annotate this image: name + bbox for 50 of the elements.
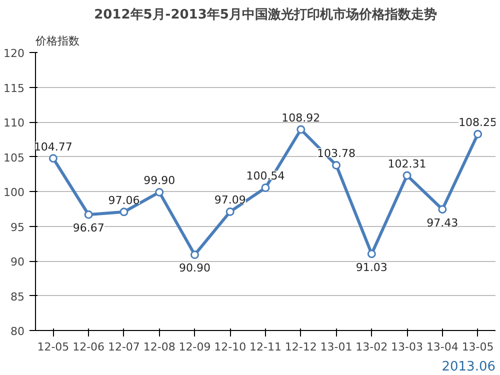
x-tick-label: 12-08 — [143, 340, 176, 354]
x-tick-label: 13-01 — [320, 340, 352, 354]
x-tick-label: 12-11 — [250, 340, 282, 354]
point — [296, 125, 306, 134]
y-tick-label: 105 — [4, 151, 25, 164]
text: 97.09 — [214, 194, 246, 207]
text: 97.06 — [108, 194, 140, 207]
point — [332, 160, 341, 170]
point — [120, 208, 128, 216]
x-tick-label: 12-05 — [37, 340, 70, 354]
y-tick-label: 80 — [10, 325, 25, 338]
y-tick-label: 85 — [10, 290, 25, 304]
y-tick-label: 115 — [4, 82, 25, 95]
point — [367, 250, 376, 258]
y-tick-label: 100 — [4, 186, 25, 199]
point — [261, 184, 270, 192]
point — [190, 250, 199, 259]
y-tick-label: 110 — [4, 116, 25, 130]
x-tick-label: 12-09 — [178, 340, 211, 354]
text: 2013.06 — [442, 360, 496, 374]
x-tick-label: 12-07 — [108, 340, 140, 354]
y-tick-label: 90 — [10, 256, 25, 268]
x-tick-label: 13-04 — [426, 340, 458, 354]
point — [226, 207, 234, 216]
text: 91.03 — [356, 260, 388, 274]
x-tick-label: 13-05 — [462, 340, 494, 354]
text: 97.43 — [426, 216, 458, 230]
point — [474, 130, 482, 138]
text: 103.78 — [317, 147, 356, 160]
point — [155, 188, 164, 196]
point — [48, 154, 58, 163]
text: 99.90 — [144, 174, 176, 188]
chart-title: 2012年5月-2013年5月中国激光打印机市场价格指数走势 — [94, 6, 437, 22]
text: 96.67 — [72, 222, 104, 235]
y-tick-label: 95 — [10, 220, 25, 234]
x-tick-label: 12-10 — [214, 340, 246, 354]
y-tick-label: 120 — [4, 47, 25, 60]
text: 104.77 — [34, 140, 72, 154]
text: 100.54 — [246, 170, 285, 183]
point — [402, 171, 412, 180]
text: 108.92 — [282, 112, 320, 125]
x-tick-label: 13-02 — [356, 340, 388, 354]
text: 102.31 — [388, 157, 426, 170]
x-tick-label: 12-06 — [72, 340, 105, 354]
y-axis-title: 价格指数 — [34, 34, 80, 48]
x-tick-label: 12-12 — [284, 340, 317, 354]
point — [438, 205, 447, 214]
point — [84, 210, 93, 219]
x-tick-label: 13-03 — [391, 340, 424, 354]
text: 90.90 — [178, 262, 210, 275]
